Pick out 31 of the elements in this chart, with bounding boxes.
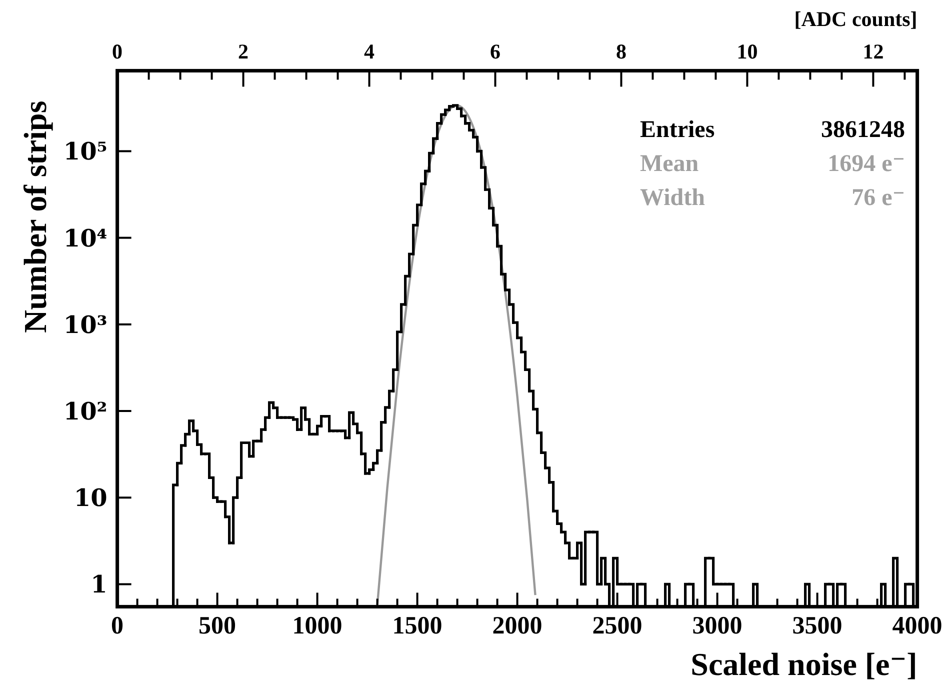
annotation: Mean: [640, 151, 699, 177]
x2-axis-title: [ADC counts]: [794, 7, 918, 31]
x2-tick-label: 0: [112, 40, 123, 64]
x-tick-label: 3500: [792, 612, 842, 640]
x2-tick-label: 4: [364, 40, 376, 64]
x2-tick-label: 10: [736, 40, 758, 64]
x-tick-label: 4000: [892, 612, 942, 640]
x-tick-label: 1500: [392, 612, 442, 640]
x2-tick-label: 6: [490, 40, 501, 64]
annotation: Width: [640, 185, 705, 211]
annotation: 3861248: [821, 117, 905, 143]
x-tick-label: 2000: [492, 612, 542, 640]
x-tick-label: 1000: [292, 612, 342, 640]
x-tick-label: 500: [198, 612, 236, 640]
x-tick-label: 2500: [592, 612, 642, 640]
y-tick-label: 10⁴: [63, 223, 108, 252]
x-tick-label: 3000: [692, 612, 742, 640]
y-tick-label: 10⁵: [63, 136, 108, 166]
annotation: 76 e⁻: [852, 185, 905, 211]
x2-tick-label: 12: [862, 40, 884, 64]
annotation: 1694 e⁻: [828, 151, 905, 177]
y-tick-label: 1: [90, 570, 108, 599]
annotation: Entries: [640, 117, 715, 143]
x2-tick-label: 8: [616, 40, 626, 64]
y-tick-label: 10: [74, 483, 108, 512]
y-axis-title: Number of strips: [17, 100, 53, 333]
y-tick-label: 10²: [63, 396, 108, 426]
x-axis-title: Scaled noise [e⁻]: [690, 646, 918, 682]
y-tick-label: 10³: [63, 310, 108, 339]
x-tick-label: 0: [111, 612, 124, 640]
x2-tick-label: 2: [238, 40, 249, 64]
